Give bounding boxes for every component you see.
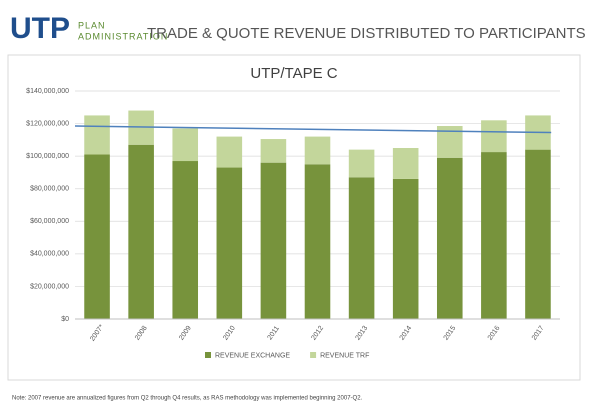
logo-mark: UTP — [10, 12, 70, 45]
bar-segment — [216, 167, 243, 319]
chart-title: UTP/TAPE C — [250, 65, 337, 82]
y-tick-label: $120,000,000 — [26, 120, 69, 127]
bar-segment — [392, 178, 419, 319]
bar-segment — [436, 157, 463, 319]
y-tick-label: $80,000,000 — [30, 186, 69, 193]
bar-segment — [348, 149, 375, 178]
y-tick-label: $60,000,000 — [30, 218, 69, 225]
bar-segment — [172, 161, 199, 319]
bar-segment — [260, 162, 287, 319]
bar-segment — [304, 136, 331, 165]
bar-segment — [84, 154, 110, 319]
slide-title: TRADE & QUOTE REVENUE DISTRIBUTED TO PAR… — [147, 25, 586, 42]
legend-label: REVENUE EXCHANGE — [215, 352, 290, 359]
bar-segment — [525, 149, 551, 319]
bar-segment — [304, 164, 331, 319]
trendline — [74, 125, 552, 134]
y-tick-label: $20,000,000 — [30, 283, 69, 290]
legend-swatch — [310, 352, 317, 358]
bar-segment — [392, 148, 419, 179]
legend-swatch — [205, 352, 211, 358]
bar-segment — [260, 139, 287, 163]
footnote: Note: 2007 revenue are annualized figure… — [12, 396, 363, 402]
logo-line1: PLAN — [78, 20, 106, 30]
bar-segment — [84, 115, 110, 155]
legend-label: REVENUE TRF — [320, 352, 369, 359]
bar-segment — [216, 136, 243, 168]
y-tick-label: $0 — [61, 316, 69, 323]
bar-segment — [348, 177, 375, 319]
y-tick-label: $100,000,000 — [26, 153, 69, 160]
bar-segment — [481, 120, 507, 153]
y-tick-label: $140,000,000 — [26, 88, 69, 95]
y-tick-label: $40,000,000 — [30, 251, 69, 258]
bar-segment — [481, 152, 507, 319]
bar-segment — [172, 128, 199, 162]
logo-line2: ADMINISTRATION — [78, 31, 168, 41]
bar-segment — [128, 144, 154, 319]
